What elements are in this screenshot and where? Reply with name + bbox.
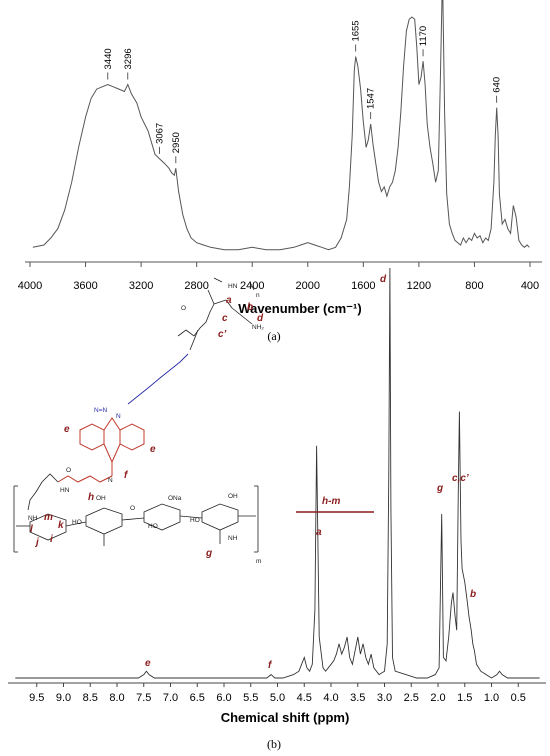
panel-label-b: (b) [267, 737, 281, 751]
atom-oh-1: OH [96, 495, 106, 502]
nmr-tick-label: 9.0 [56, 692, 71, 704]
peak-label-d: d [380, 274, 387, 285]
chemical-structure: HN n NH₂ O a b c c’ d N=N N e e [13, 277, 264, 565]
nmr-tick-label: 3.5 [350, 692, 365, 704]
atom-o-glyc: O [130, 505, 135, 512]
nmr-tick-label: 8.0 [109, 692, 124, 704]
ftir-tick-label: 4000 [18, 280, 42, 292]
atom-ona: ONa [168, 495, 182, 502]
peak-label-c-c-prime: c,c’ [452, 473, 469, 484]
ftir-peak-label: 2950 [171, 132, 182, 153]
nmr-tick-label: 6.0 [216, 692, 231, 704]
ftir-peak-label: 1655 [351, 20, 362, 41]
atom-nh-acetyl: NH [228, 535, 238, 542]
struct-label-h: h [88, 492, 94, 503]
ftir-x-axis-title: Wavenumber (cm⁻¹) [238, 301, 361, 316]
nmr-tick-label: 6.5 [190, 692, 205, 704]
nmr-tick-label: 4.5 [297, 692, 312, 704]
ha-linker [27, 473, 59, 511]
peak-label-g: g [436, 483, 443, 494]
ftir-peak-label: 640 [492, 77, 503, 93]
atom-ho-2: HO [148, 523, 158, 530]
nmr-tick-label: 1.0 [484, 692, 499, 704]
atom-ho-1: HO [72, 519, 82, 526]
atom-o-amide: O [181, 305, 186, 312]
ftir-peak-label: 3067 [155, 123, 166, 144]
struct-label-c-prime: c’ [218, 329, 227, 340]
dbco-core [57, 417, 145, 483]
nmr-tick-label: 4.0 [323, 692, 338, 704]
atom-ho-3: HO [190, 517, 200, 524]
peak-label-a: a [316, 527, 322, 538]
nmr-tick-label: 9.5 [29, 692, 44, 704]
struct-label-l: l [30, 524, 33, 535]
ftir-tick-label: 800 [465, 280, 483, 292]
struct-label-e-right: e [150, 444, 156, 455]
atom-hn-linker: HN [60, 487, 70, 494]
nmr-tick-label: 7.0 [163, 692, 178, 704]
ftir-tick-label: 2800 [184, 280, 208, 292]
nmr-tick-label: 1.5 [457, 692, 472, 704]
nmr-tick-label: 5.5 [243, 692, 258, 704]
ftir-panel: 4000 3600 3200 2800 2400 2000 1600 1200 800 400 3… [18, 0, 542, 343]
atom-nh-linker: NH [28, 515, 38, 522]
atom-n-blue: N [116, 413, 121, 420]
atom-n-ring: N [108, 477, 113, 484]
nmr-x-axis-title: Chemical shift (ppm) [221, 710, 350, 725]
struct-label-m: m [44, 512, 53, 523]
nmr-panel: 9.5 9.0 8.5 8.0 7.5 7.0 6.5 6.0 5.5 5.0 4.5 4.0 3.5 3… [8, 267, 546, 751]
atom-triazole: N=N [94, 407, 107, 414]
nmr-tick-label: 7.5 [136, 692, 151, 704]
ftir-peak-label: 1547 [366, 88, 377, 109]
peak-label-h-m: h-m [322, 496, 340, 507]
peak-label-f: f [268, 660, 273, 671]
atom-oh-2: OH [228, 493, 238, 500]
struct-label-j: j [34, 537, 39, 548]
ftir-tick-label: 2000 [296, 280, 320, 292]
ftir-tick-label: 3600 [73, 280, 97, 292]
struct-label-b: b [247, 302, 253, 313]
nmr-tick-label: 2.5 [404, 692, 419, 704]
struct-label-i: i [50, 534, 53, 545]
nmr-spectrum-line [15, 267, 540, 679]
nmr-tick-label: 0.5 [511, 692, 526, 704]
struct-label-g: g [205, 548, 212, 559]
ftir-tick-label: 3200 [129, 280, 153, 292]
ftir-peak-label: 3296 [123, 48, 134, 69]
atom-o-keto: O [66, 467, 71, 474]
struct-label-f: f [124, 470, 129, 481]
ftir-spectrum-line [32, 0, 530, 251]
nmr-tick-label: 8.5 [83, 692, 98, 704]
nmr-tick-label: 2.0 [430, 692, 445, 704]
struct-label-c: c [222, 313, 228, 324]
ha-backbone [13, 485, 259, 553]
ftir-peak-labels: 34403296306729501655154711701030640 [103, 20, 503, 164]
peak-label-b: b [470, 589, 476, 600]
nmr-tick-label: 3.0 [377, 692, 392, 704]
ftir-x-ticks: 4000 3600 3200 2800 2400 2000 1600 1200 800 400 [18, 262, 539, 292]
ftir-peak-label: 3440 [103, 48, 114, 69]
struct-label-e-left: e [64, 424, 70, 435]
peg-linker [127, 353, 189, 405]
ftir-peak-label: 1170 [418, 26, 429, 46]
nmr-tick-label: 5.0 [270, 692, 285, 704]
atom-n-subscript: n [256, 292, 260, 299]
atom-m-subscript: m [256, 558, 261, 565]
ftir-tick-label: 400 [521, 280, 539, 292]
ftir-tick-label: 1200 [407, 280, 431, 292]
struct-label-a: a [226, 295, 232, 306]
atom-nh2: NH₂ [252, 324, 264, 331]
peak-label-e: e [145, 658, 151, 669]
struct-label-k: k [58, 520, 64, 531]
struct-label-d: d [257, 313, 264, 324]
polylysine-side-chain [177, 277, 255, 351]
ftir-tick-label: 1600 [351, 280, 375, 292]
nmr-x-ticks: 9.5 9.0 8.5 8.0 7.5 7.0 6.5 6.0 5.5 5.0 4.5 4.0 3.5 3… [29, 683, 526, 704]
panel-label-a: (a) [267, 329, 280, 343]
atom-hn-top: HN [228, 283, 238, 290]
